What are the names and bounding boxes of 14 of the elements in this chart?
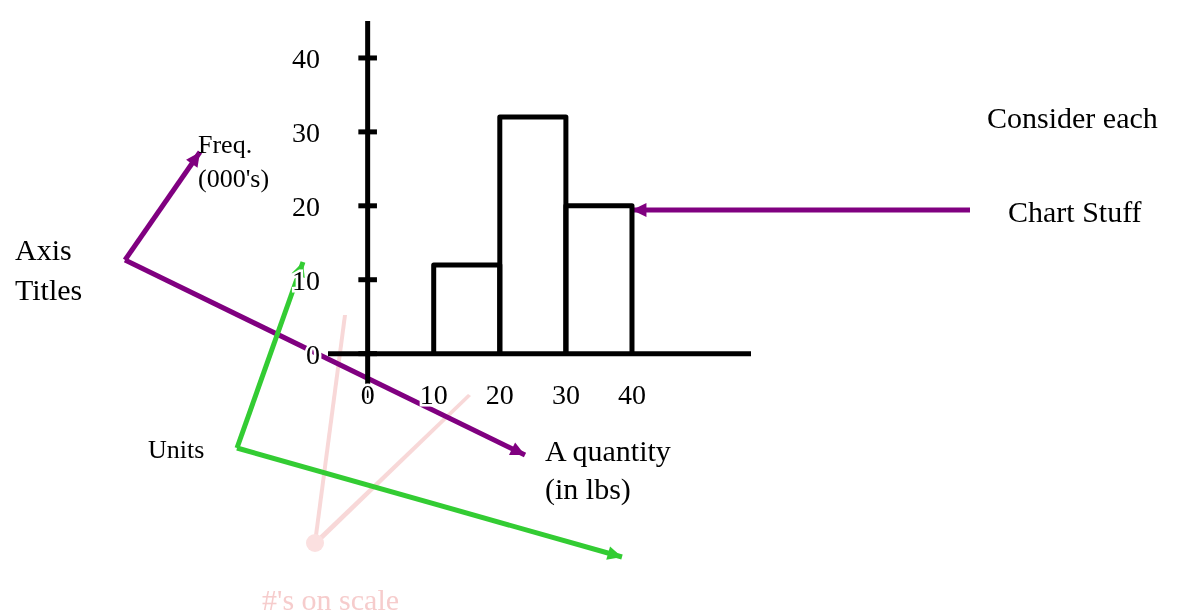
x-tick-label: 10 [419, 378, 448, 410]
x-tick-label: 40 [618, 378, 647, 410]
text: Chart Stuff [1008, 194, 1142, 230]
y-tick-label: 30 [292, 116, 320, 148]
y-axis-title: Freq. (000's) [198, 129, 270, 195]
y-tick-label: 20 [292, 190, 320, 222]
y-tick-label: 40 [292, 42, 320, 74]
x-axis-title: A quantity (in lbs) [545, 433, 671, 507]
x-tick-label: 20 [485, 378, 514, 410]
x-tick-label: 0 [360, 378, 375, 410]
x-tick-label: 30 [551, 378, 580, 410]
text: Units [148, 434, 205, 466]
text: Axis Titles [15, 232, 83, 308]
text: Consider each [987, 100, 1158, 136]
